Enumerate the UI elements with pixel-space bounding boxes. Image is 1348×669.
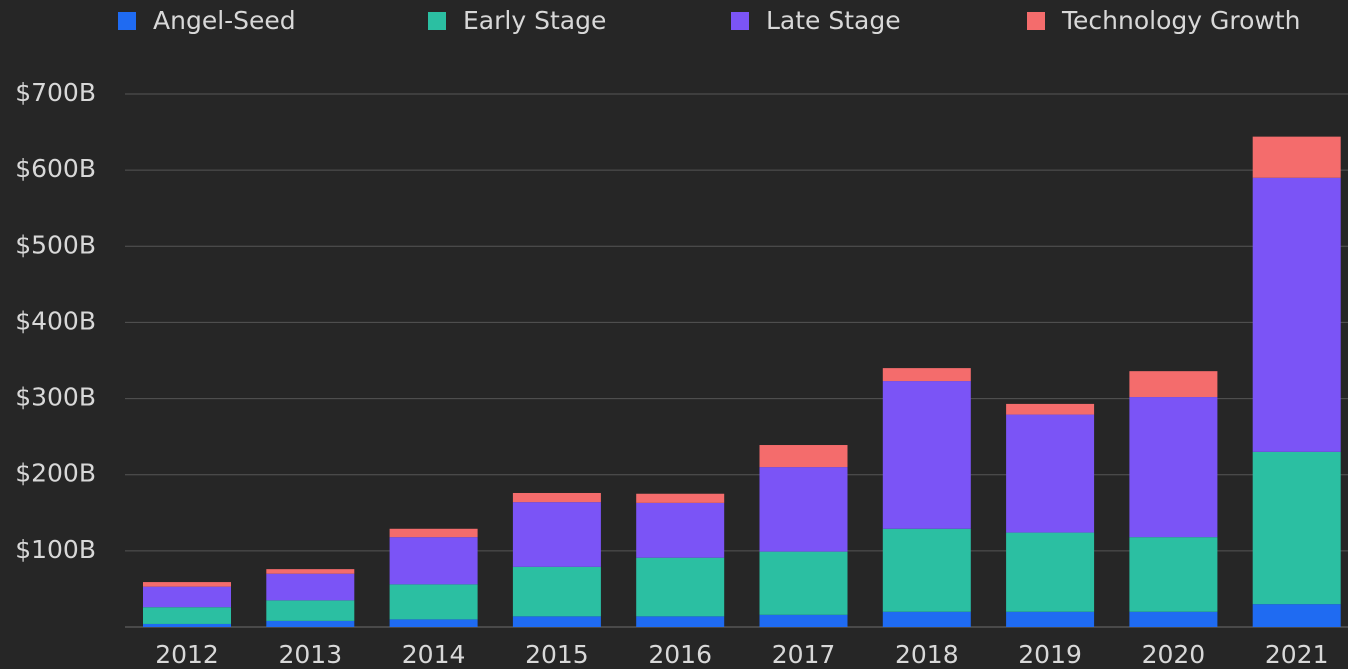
x-tick-label: 2020 (1142, 640, 1206, 669)
bar-segment (1252, 177, 1341, 452)
bar-segment (512, 492, 601, 503)
legend-label: Technology Growth (1061, 6, 1300, 35)
bar-segment (882, 611, 971, 627)
bar-segment (1252, 451, 1341, 605)
legend-swatch (118, 12, 136, 30)
y-tick-label: $400B (15, 306, 96, 335)
y-tick-label: $700B (15, 78, 96, 107)
bar-segment (512, 616, 601, 627)
bar-segment (143, 586, 231, 608)
bar-segment (1006, 414, 1095, 533)
bar-segment (266, 620, 355, 627)
bar-segment (389, 619, 478, 627)
legend-swatch (428, 12, 446, 30)
bar-segment (512, 502, 601, 567)
bar-segment (759, 445, 848, 468)
bar-segment (1129, 611, 1218, 627)
bar-segment (389, 537, 478, 585)
x-tick-label: 2021 (1265, 640, 1329, 669)
x-tick-label: 2017 (772, 640, 836, 669)
legend-swatch (1027, 12, 1045, 30)
bar-segment (636, 493, 725, 503)
bar-segment (1252, 136, 1341, 178)
bar-segment (759, 614, 848, 627)
x-tick-label: 2013 (278, 640, 342, 669)
legend-label: Early Stage (463, 6, 606, 35)
x-tick-label: 2015 (525, 640, 589, 669)
bar-segment (143, 623, 231, 627)
bar-segment (882, 368, 971, 382)
bar-segment (882, 381, 971, 529)
x-tick-label: 2012 (155, 640, 219, 669)
bar-segment (512, 566, 601, 617)
legend-label: Late Stage (766, 6, 901, 35)
bar-segment (759, 467, 848, 552)
x-tick-label: 2018 (895, 640, 959, 669)
y-tick-label: $500B (15, 230, 96, 259)
bar-segment (1006, 532, 1095, 612)
bar-segment (266, 600, 355, 621)
bar-segment (389, 528, 478, 538)
bar-segment (1006, 403, 1095, 415)
x-tick-label: 2019 (1018, 640, 1082, 669)
bar-segment (1006, 611, 1095, 627)
bar-segment (1252, 604, 1341, 627)
legend-swatch (731, 12, 749, 30)
y-tick-label: $600B (15, 154, 96, 183)
bar-segment (759, 551, 848, 615)
legend-label: Angel-Seed (153, 6, 296, 35)
bar-segment (266, 573, 355, 601)
bar-segment (143, 607, 231, 624)
bar-segment (1129, 397, 1218, 538)
x-tick-label: 2016 (648, 640, 712, 669)
y-tick-label: $200B (15, 459, 96, 488)
y-tick-label: $100B (15, 535, 96, 564)
bar-segment (1129, 537, 1218, 612)
bar-segment (1129, 371, 1218, 398)
bar-segment (636, 502, 725, 558)
bar-segment (389, 584, 478, 620)
bar-segment (636, 557, 725, 617)
bar-segment (266, 569, 355, 574)
bar-segment (143, 582, 231, 587)
x-tick-label: 2014 (402, 640, 466, 669)
bar-segment (882, 528, 971, 612)
bar-segment (636, 616, 725, 627)
y-tick-label: $300B (15, 383, 96, 412)
